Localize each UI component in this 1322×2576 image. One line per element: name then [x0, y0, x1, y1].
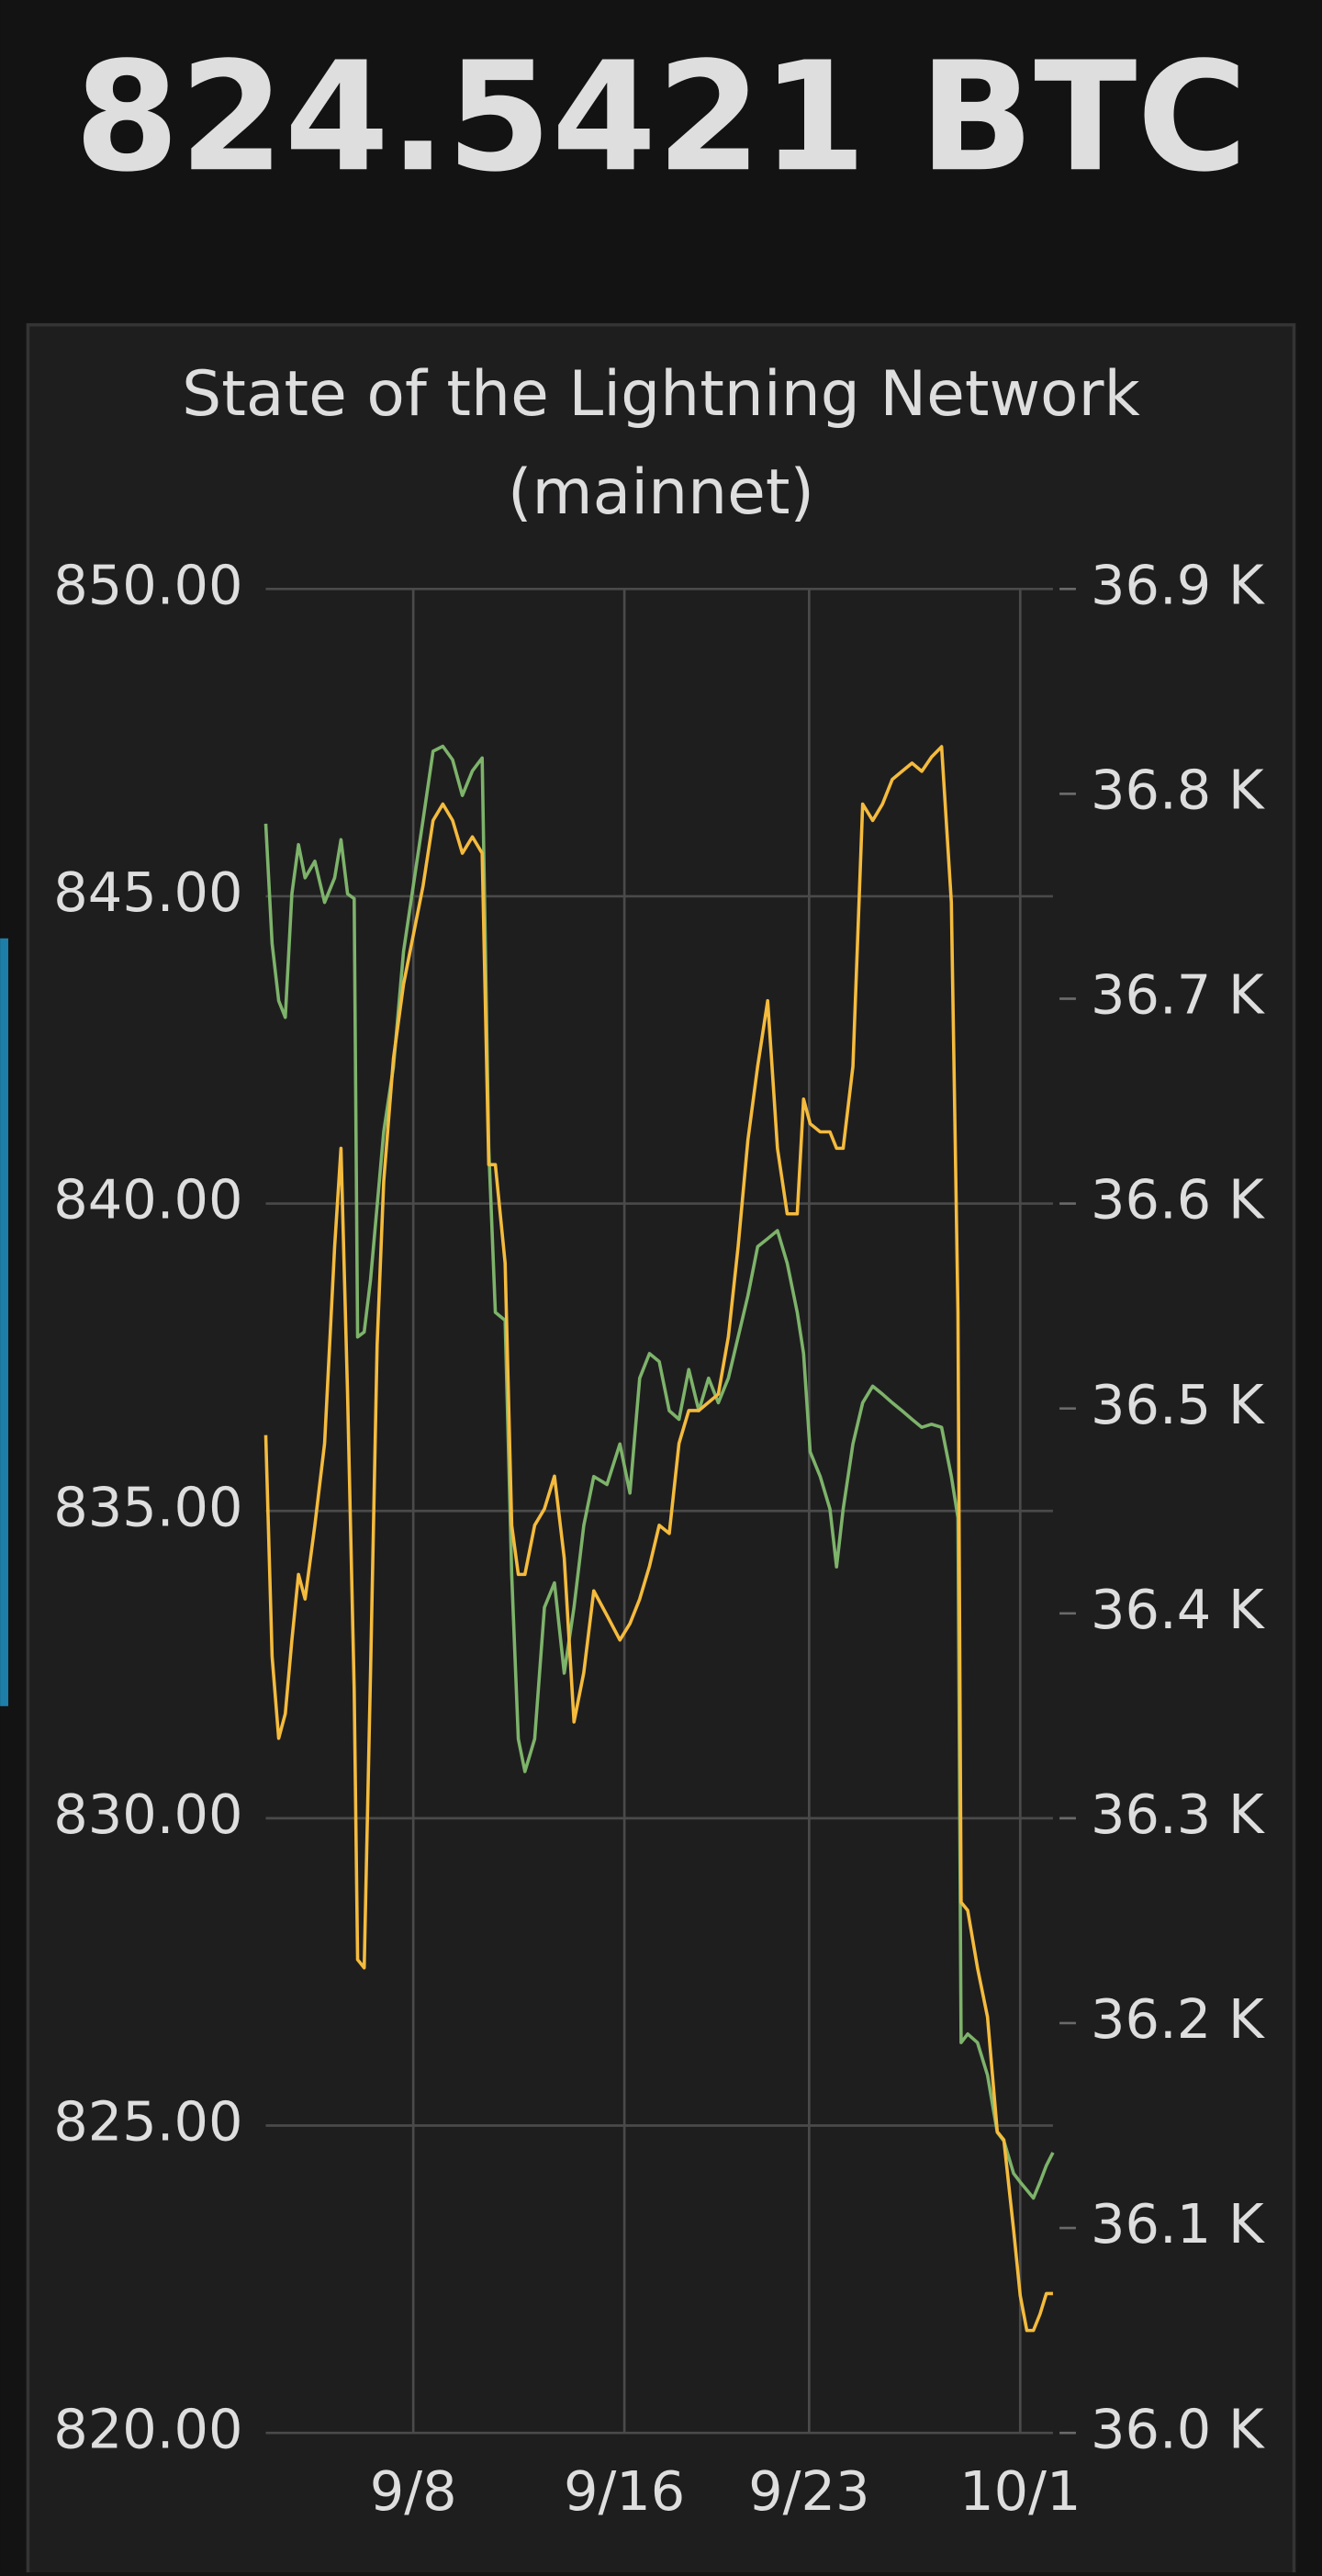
- x-tick-label: 9/16: [564, 2459, 685, 2523]
- series-line: [263, 745, 1053, 2333]
- y-tick-label: 825.00: [53, 2090, 242, 2154]
- y2-tick-label: 36.9 K: [1091, 553, 1265, 616]
- chart-title-box: State of the Lightning Network (mainnet): [182, 357, 1140, 529]
- y-tick-label: 830.00: [53, 1783, 242, 1846]
- x-tick-label: 9/23: [748, 2459, 869, 2523]
- series-line: [263, 744, 1055, 2200]
- chart-panel: [26, 322, 1296, 2576]
- y-tick-label: 835.00: [53, 1475, 242, 1538]
- y2-tick-label: 36.2 K: [1091, 1987, 1265, 2051]
- capacity-header: 824.5421 BTC: [74, 28, 1248, 205]
- y2-tick-label: 36.5 K: [1091, 1373, 1265, 1436]
- y2-tick-label: 36.0 K: [1091, 2397, 1265, 2460]
- y-tick-label: 850.00: [53, 553, 242, 616]
- y2-tick-label: 36.6 K: [1091, 1168, 1265, 1232]
- x-tick-label: 9/8: [370, 2459, 457, 2523]
- chart-title: State of the Lightning Network (mainnet): [182, 357, 1140, 529]
- y2-tick-label: 36.8 K: [1091, 759, 1265, 822]
- side-accent: [0, 938, 9, 1706]
- x-tick-label: 10/1: [959, 2459, 1081, 2523]
- y2-tick-label: 36.4 K: [1091, 1578, 1265, 1641]
- y-tick-label: 840.00: [53, 1168, 242, 1232]
- y-tick-label: 845.00: [53, 861, 242, 924]
- y2-tick-label: 36.7 K: [1091, 963, 1265, 1027]
- y-tick-label: 820.00: [53, 2397, 242, 2460]
- y2-tick-label: 36.3 K: [1091, 1783, 1265, 1846]
- y2-tick-label: 36.1 K: [1091, 2192, 1265, 2255]
